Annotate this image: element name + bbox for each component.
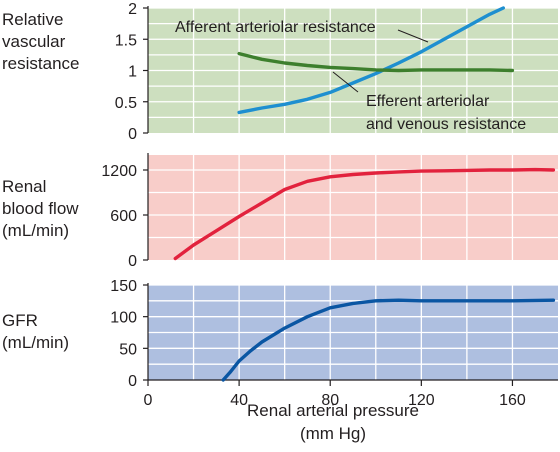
panel-gfr: 0 50 100 150 GFR (mL/min) 0 40 80 120 160 Renal art… <box>2 278 558 443</box>
gfr-y-axis-label: GFR <box>2 311 38 330</box>
x-tick-label: 0 <box>144 392 153 409</box>
gfr-y-tick-label: 150 <box>110 278 137 295</box>
annotation-leader-0 <box>397 29 429 43</box>
rbf-y-tick-label: 600 <box>110 208 137 225</box>
series-annotation-0: Afferent arteriolar resistance <box>175 19 376 36</box>
series-annotation-1: and venous resistance <box>366 116 526 133</box>
gfr-y-tick-label: 0 <box>128 373 137 390</box>
rbf-series-line-0 <box>173 167 556 261</box>
x-axis-label: (mm Hg) <box>300 424 366 443</box>
resistance-y-tick-label: 0.5 <box>115 95 137 112</box>
rbf-y-axis-label: blood flow <box>2 199 79 218</box>
rbf-plot-area <box>148 155 558 260</box>
resistance-series-line-0 <box>237 6 505 115</box>
panel-rbf: 0 600 1200 Renal blood flow (mL/min) <box>2 153 558 270</box>
resistance-y-tick-label: 2 <box>128 1 137 18</box>
gfr-y-axis-label: (mL/min) <box>2 333 69 352</box>
gfr-y-tick-label: 100 <box>110 310 137 327</box>
resistance-y-axis-label: resistance <box>2 54 79 73</box>
resistance-y-axis-label: vascular <box>2 32 66 51</box>
panel-resistance: 0 0.5 1 1.5 2 Relative vascular resistance Affer… <box>2 1 558 143</box>
gfr-y-tick-label: 50 <box>119 341 137 358</box>
resistance-series-line-1 <box>237 51 515 73</box>
x-tick-label: 80 <box>321 392 339 409</box>
resistance-y-axis-label: Relative <box>2 10 63 29</box>
rbf-y-tick-label: 0 <box>128 253 137 270</box>
rbf-y-tick-label: 1200 <box>101 163 137 180</box>
gfr-series-line-0 <box>221 298 556 382</box>
rbf-y-axis-label: Renal <box>2 177 46 196</box>
x-tick-label: 120 <box>408 392 435 409</box>
resistance-y-tick-label: 1.5 <box>115 32 137 49</box>
x-tick-label: 40 <box>230 392 248 409</box>
resistance-y-tick-label: 1 <box>128 64 137 81</box>
annotation-leader-1 <box>332 71 359 93</box>
rbf-y-axis-label: (mL/min) <box>2 221 69 240</box>
resistance-y-tick-label: 0 <box>128 126 137 143</box>
series-annotation-1: Efferent arteriolar <box>366 93 490 110</box>
x-axis-label: Renal arterial pressure <box>247 401 419 420</box>
x-tick-label: 160 <box>499 392 526 409</box>
